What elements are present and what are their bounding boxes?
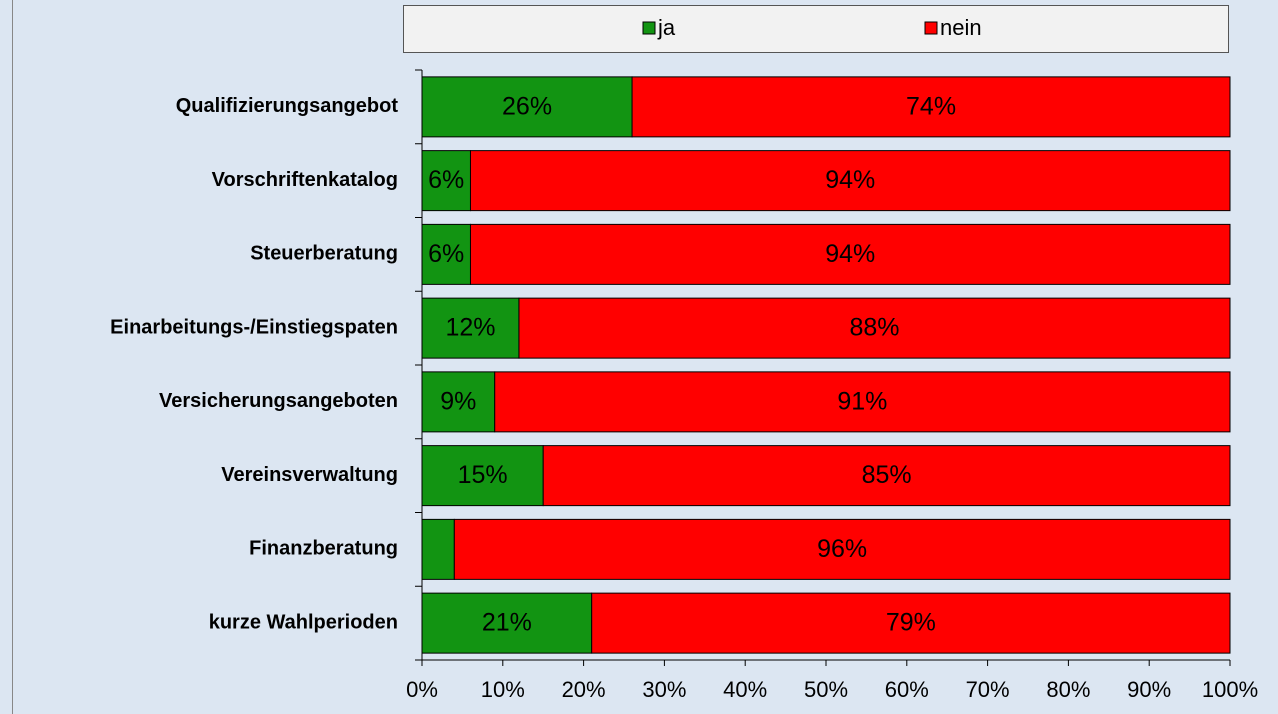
x-tick-label: 0% bbox=[406, 677, 438, 702]
legend-label: nein bbox=[940, 15, 982, 40]
bar-segment bbox=[421, 518, 455, 580]
bar-segment bbox=[421, 76, 633, 138]
bar-segment bbox=[421, 150, 471, 212]
category-label: Vorschriftenkatalog bbox=[212, 169, 398, 191]
data-label: 85% bbox=[862, 461, 912, 489]
category-label: Steuerberatung bbox=[250, 243, 398, 265]
x-tick-label: 10% bbox=[481, 677, 525, 702]
data-label: 15% bbox=[458, 461, 508, 489]
data-label: 74% bbox=[906, 92, 956, 120]
bar-segment bbox=[469, 223, 1231, 285]
x-tick-label: 100% bbox=[1202, 677, 1258, 702]
category-label: kurze Wahlperioden bbox=[209, 611, 398, 633]
data-label: 88% bbox=[849, 314, 899, 342]
bar-segment bbox=[469, 150, 1231, 212]
x-tick-label: 50% bbox=[804, 677, 848, 702]
data-label: 94% bbox=[825, 166, 875, 194]
category-label: Einarbeitungs-/Einstiegspaten bbox=[110, 316, 398, 338]
x-tick-label: 90% bbox=[1127, 677, 1171, 702]
bar-segment bbox=[631, 76, 1231, 138]
data-label: 26% bbox=[502, 92, 552, 120]
legend-box bbox=[403, 5, 1229, 53]
x-tick-label: 30% bbox=[642, 677, 686, 702]
category-label: Versicherungsangeboten bbox=[159, 390, 398, 412]
x-tick-label: 80% bbox=[1046, 677, 1090, 702]
legend-swatch bbox=[924, 21, 938, 35]
bar-segment bbox=[453, 518, 1231, 580]
data-label: 79% bbox=[886, 609, 936, 637]
data-label: 12% bbox=[445, 314, 495, 342]
data-label: 96% bbox=[817, 535, 867, 563]
x-tick-label: 40% bbox=[723, 677, 767, 702]
bar-segment bbox=[518, 297, 1231, 359]
x-tick-label: 70% bbox=[966, 677, 1010, 702]
x-tick-label: 60% bbox=[885, 677, 929, 702]
bar-segment bbox=[421, 371, 496, 433]
bar-segment bbox=[494, 371, 1231, 433]
data-label: 9% bbox=[440, 387, 476, 415]
legend-label: ja bbox=[657, 15, 676, 40]
bar-segment bbox=[591, 592, 1231, 654]
category-label: Finanzberatung bbox=[249, 538, 398, 560]
data-label: 94% bbox=[825, 240, 875, 268]
x-tick-label: 20% bbox=[562, 677, 606, 702]
bar-segment bbox=[542, 445, 1231, 507]
legend-swatch bbox=[642, 21, 656, 35]
data-label: 91% bbox=[837, 387, 887, 415]
category-label: Vereinsverwaltung bbox=[221, 464, 398, 486]
bar-segment bbox=[421, 592, 593, 654]
category-label: Qualifizierungsangebot bbox=[176, 95, 399, 117]
data-label: 6% bbox=[428, 240, 464, 268]
data-label: 6% bbox=[428, 166, 464, 194]
data-label: 21% bbox=[482, 609, 532, 637]
